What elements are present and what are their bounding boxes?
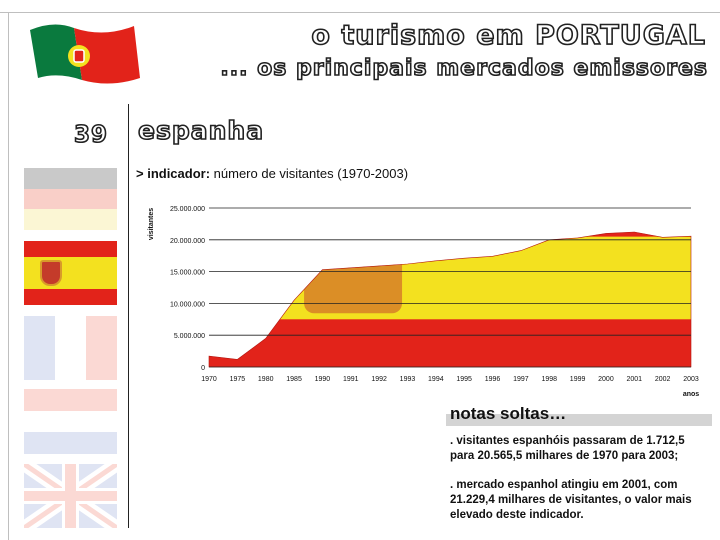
y-tick-label: 15.000.000: [170, 270, 205, 277]
slide-number: 39: [73, 121, 109, 149]
vertical-divider: [128, 104, 129, 528]
x-tick-label: 1996: [485, 376, 501, 383]
country-heading: espanha: [137, 115, 265, 146]
note-item-2: . mercado espanhol atingiu em 2001, com …: [450, 479, 692, 521]
y-tick-label: 25.000.000: [170, 206, 205, 213]
netherlands-flag: [24, 389, 117, 454]
x-tick-label: 2002: [655, 376, 671, 383]
x-tick-label: 2000: [598, 376, 614, 383]
note-item-1: . visitantes espanhóis passaram de 1.712…: [450, 435, 685, 462]
x-tick-label: 1990: [315, 376, 331, 383]
top-border: [0, 12, 720, 13]
area-series-outline: [208, 231, 692, 368]
notes-title: notas soltas…: [450, 404, 567, 423]
coat-of-arms-icon: [40, 260, 62, 286]
y-tick-label: 20.000.000: [170, 238, 205, 245]
germany-flag: [24, 168, 117, 230]
x-tick-label: 1985: [286, 376, 302, 383]
page-title: o turismo em PORTUGAL: [311, 19, 706, 52]
y-tick-label: 5.000.000: [174, 333, 205, 340]
y-tick-label: 0: [201, 365, 205, 372]
x-tick-label: 1970: [201, 376, 217, 383]
x-axis-label: anos: [683, 391, 699, 398]
portugal-flag-icon: [30, 24, 140, 84]
x-tick-label: 2001: [627, 376, 643, 383]
x-tick-label: 1995: [456, 376, 472, 383]
notes-bar: [446, 414, 712, 426]
x-tick-label: 1991: [343, 376, 359, 383]
area-fill-spain-flag: [209, 232, 691, 367]
spain-flag: [24, 241, 117, 305]
coat-of-arms-icon: [304, 242, 403, 314]
visitors-area-chart: 0 5.000.000 10.000.000 15.000.000 20.000.000…: [148, 206, 699, 398]
x-tick-label: 1992: [371, 376, 387, 383]
indicator-prefix: > indicador:: [136, 166, 211, 181]
x-tick-label: 1997: [513, 376, 529, 383]
left-border: [8, 12, 9, 540]
x-tick-label: 1994: [428, 376, 444, 383]
france-flag: [24, 316, 117, 380]
x-tick-label: 2003: [683, 376, 699, 383]
flag-yellow-band: [209, 236, 691, 320]
x-tick-label: 1999: [570, 376, 586, 383]
indicator-label: > indicador: número de visitantes (1970-…: [136, 166, 408, 181]
y-axis-label: visitantes: [148, 208, 155, 240]
uk-flag: [24, 464, 117, 528]
y-tick-label: 10.000.000: [170, 301, 205, 308]
page-subtitle: ... os principais mercados emissores: [220, 55, 708, 82]
x-tick-label: 1980: [258, 376, 274, 383]
x-tick-label: 1998: [541, 376, 557, 383]
indicator-text: número de visitantes (1970-2003): [210, 166, 409, 181]
x-tick-label: 1993: [400, 376, 416, 383]
x-tick-label: 1975: [230, 376, 246, 383]
